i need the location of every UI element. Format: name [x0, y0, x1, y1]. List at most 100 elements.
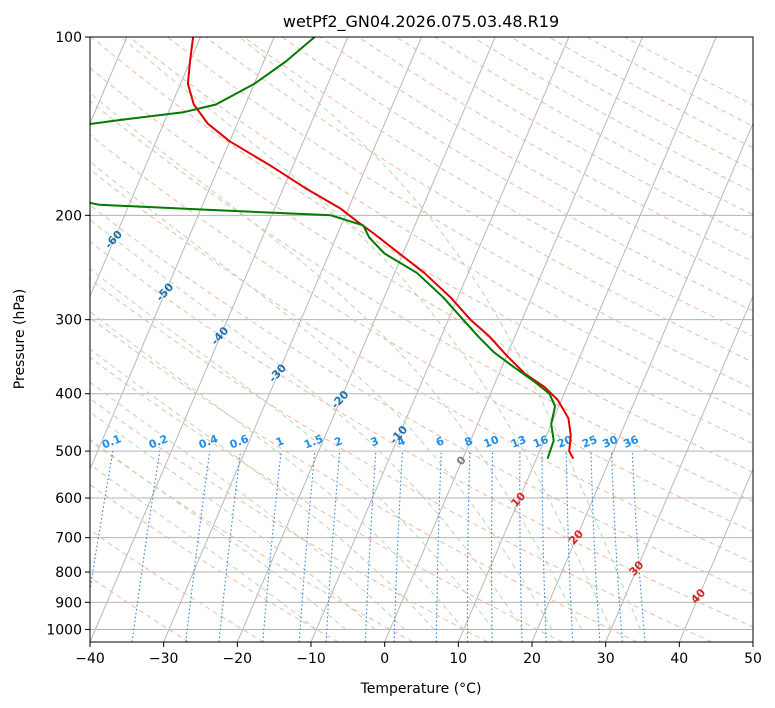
mixing-ratio-line	[131, 451, 161, 642]
dry-adiabat-line	[586, 37, 753, 127]
x-axis-title: Temperature (°C)	[360, 681, 482, 697]
mixing-ratio-label: 1	[274, 434, 286, 449]
isotherm-label: -10	[387, 423, 410, 447]
mixing-ratio-line	[631, 451, 646, 642]
moist-adiabat-line	[90, 268, 494, 630]
isotherm-line	[384, 37, 643, 642]
mixing-ratio-line	[298, 451, 316, 642]
x-tick-label: 20	[523, 651, 541, 667]
isotherm-line	[90, 37, 201, 298]
dry-adiabat-line	[90, 67, 753, 473]
moist-adiabat-line	[90, 411, 376, 630]
plot-area: 0.10.20.40.611.52346810131620253036-100-…	[0, 37, 753, 642]
y-axis-title: Pressure (hPa)	[12, 289, 28, 389]
dry-adiabat-line	[90, 134, 753, 533]
dry-adiabat-line	[434, 37, 753, 216]
x-tick-label: −20	[223, 651, 253, 667]
moist-adiabat-line	[90, 463, 317, 630]
moist-adiabat-line	[90, 348, 435, 630]
dry-adiabat-line	[510, 37, 753, 171]
mixing-ratio-label: 0.6	[228, 432, 251, 451]
mixing-ratio-label: 1.5	[302, 432, 325, 451]
isotherm-label: 0	[454, 453, 469, 468]
moist-adiabat-line	[90, 218, 524, 630]
dry-adiabat-line	[90, 168, 753, 564]
chart-title: wetPf2_GN04.2026.075.03.48.R19	[283, 12, 559, 32]
moist-adiabat-line	[90, 161, 553, 630]
mixing-ratio-line	[185, 451, 211, 642]
x-tick-label: 10	[449, 651, 467, 667]
mixing-ratio-label: 25	[580, 433, 599, 451]
y-tick-label: 200	[55, 208, 82, 224]
mixing-ratio-line	[610, 451, 623, 642]
dry-adiabat-line	[90, 241, 753, 628]
isotherm-line	[678, 467, 753, 642]
x-tick-label: 40	[670, 651, 688, 667]
y-tick-label: 600	[55, 491, 82, 507]
x-tick-label: −10	[296, 651, 326, 667]
mixing-ratio-label: 16	[531, 433, 550, 451]
y-tick-label: 800	[55, 565, 82, 581]
mixing-ratio-line	[90, 451, 114, 594]
moist-adiabat-line	[239, 37, 641, 630]
adiabat-layer	[90, 37, 753, 642]
isotherm-line	[236, 37, 496, 642]
y-tick-label: 400	[55, 387, 82, 403]
mixing-ratio-label: 13	[509, 433, 528, 451]
moist-adiabat-line	[90, 438, 347, 630]
dry-adiabat-line	[243, 37, 753, 337]
temperature-profile-line	[186, 37, 575, 460]
moist-adiabat-line	[90, 381, 406, 630]
isotherm-line	[457, 37, 717, 642]
dry-adiabat-line	[90, 397, 488, 642]
mixing-ratio-line	[590, 451, 601, 642]
mixing-ratio-label: 8	[463, 434, 475, 449]
mixing-ratio-label: 36	[621, 433, 640, 451]
axis-layer: −40 −30 −20 −10 0 10 20 30 40 5010009008007006005…	[46, 30, 762, 667]
mixing-ratio-line	[490, 451, 494, 642]
grid-layer	[90, 37, 753, 642]
isotherm-label: -50	[153, 280, 176, 304]
isotherm-label: -60	[102, 228, 125, 252]
moist-adiabat-line	[90, 92, 582, 630]
mixing-ratio-line	[218, 451, 242, 642]
mixing-ratio-label: 2	[332, 434, 344, 449]
mixing-ratio-label: 6	[434, 434, 446, 449]
dry-adiabat-line	[205, 37, 753, 363]
mixing-ratio-label: 3	[369, 434, 381, 449]
dry-adiabat-line	[90, 317, 638, 642]
mixing-ratio-layer	[90, 451, 646, 642]
x-tick-label: 30	[597, 651, 615, 667]
isotherm-label: 40	[688, 586, 708, 606]
dry-adiabat-line	[90, 278, 712, 642]
dry-adiabat-line	[90, 204, 753, 595]
dry-adiabat-line	[90, 576, 190, 642]
isotherm-line	[605, 295, 753, 642]
x-tick-label: 50	[744, 651, 762, 667]
dry-adiabat-line	[167, 37, 753, 390]
dry-adiabat-line	[90, 440, 414, 642]
mixing-ratio-line	[262, 451, 282, 642]
dry-adiabat-line	[90, 356, 563, 642]
x-tick-label: −40	[75, 651, 105, 667]
y-tick-label: 1000	[46, 622, 82, 638]
dry-adiabat-line	[129, 37, 753, 417]
mixing-ratio-label: 30	[601, 433, 620, 451]
mixing-ratio-label: 0.1	[100, 432, 123, 451]
dewpoint-profile-line	[90, 37, 557, 460]
isotherm-label: -30	[266, 361, 289, 385]
y-tick-label: 100	[55, 30, 82, 46]
y-tick-label: 300	[55, 313, 82, 329]
mixing-ratio-line	[364, 451, 377, 642]
isotherm-line	[531, 122, 753, 642]
mixing-ratio-line	[519, 451, 523, 642]
isotherm-label: -80	[0, 153, 10, 177]
series-layer	[90, 37, 575, 460]
y-tick-label: 500	[55, 444, 82, 460]
isotherm-line	[752, 640, 753, 642]
isotherm-label: 20	[566, 527, 586, 547]
dry-adiabat-line	[281, 37, 753, 312]
isotherm-label: -20	[329, 388, 352, 412]
y-tick-label: 900	[55, 595, 82, 611]
